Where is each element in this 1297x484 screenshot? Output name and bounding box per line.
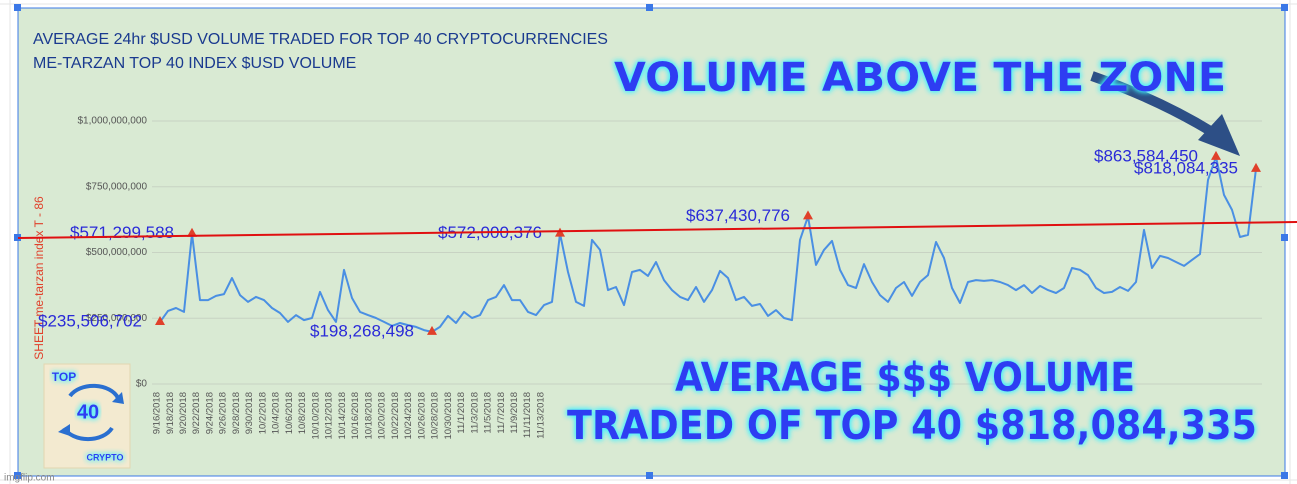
x-tick-label: 10/14/2018 xyxy=(337,392,348,440)
logo-text: TOP xyxy=(52,370,76,384)
annotation: VOLUME ABOVE THE ZONE xyxy=(614,55,1226,101)
y-tick-label: $500,000,000 xyxy=(86,247,148,258)
x-tick-label: 9/24/2018 xyxy=(204,392,215,434)
data-label: $235,506,702 xyxy=(38,312,142,331)
y-tick-label: $250,000,000 xyxy=(86,313,148,324)
x-tick-label: 11/13/2018 xyxy=(535,392,546,439)
x-tick-label: 9/20/2018 xyxy=(178,392,189,434)
logo: TOP 40 CRYPTO xyxy=(43,363,131,469)
x-tick-label: 11/1/2018 xyxy=(456,392,467,434)
y-tick-label: $0 xyxy=(136,379,148,390)
x-tick-label: 9/16/2018 xyxy=(152,392,163,434)
point-marker xyxy=(187,227,197,237)
x-tick-label: 11/7/2018 xyxy=(496,392,507,434)
x-tick-label: 11/3/2018 xyxy=(469,392,480,434)
x-tick-label: 10/28/2018 xyxy=(430,392,441,440)
point-marker xyxy=(1251,162,1261,172)
selection-handles xyxy=(14,4,1288,479)
x-tick-label: 11/5/2018 xyxy=(483,392,494,434)
logo-text: CRYPTO xyxy=(86,452,123,462)
x-tick-label: 10/10/2018 xyxy=(310,392,321,440)
data-label: $637,430,776 xyxy=(686,206,790,225)
x-tick-label: 9/26/2018 xyxy=(218,392,229,434)
logo-text: 40 xyxy=(77,401,99,423)
y-tick-label: $1,000,000,000 xyxy=(77,116,147,127)
x-tick-label: 9/28/2018 xyxy=(231,392,242,434)
point-marker xyxy=(803,210,813,220)
x-tick-label: 9/22/2018 xyxy=(191,392,202,434)
x-tick-label: 10/6/2018 xyxy=(284,392,295,434)
annotation: TRADED OF TOP 40 $818,084,335 xyxy=(567,403,1257,449)
x-tick-label: 10/4/2018 xyxy=(271,392,282,434)
trend-line xyxy=(17,221,1297,239)
chart-subtitle: ME-TARZAN TOP 40 INDEX $USD VOLUME xyxy=(33,55,356,72)
x-tick-label: 9/30/2018 xyxy=(244,392,255,434)
plot-background xyxy=(17,7,1286,477)
x-tick-label: 11/9/2018 xyxy=(509,392,520,434)
x-tick-label: 10/12/2018 xyxy=(324,392,335,440)
y-tick-label: $750,000,000 xyxy=(86,181,148,192)
arrow xyxy=(1090,71,1240,156)
x-tick-label: 10/30/2018 xyxy=(443,392,454,440)
point-marker xyxy=(427,325,437,335)
x-tick-label: 10/2/2018 xyxy=(257,392,268,434)
data-label: $571,299,588 xyxy=(70,223,174,242)
x-tick-label: 10/16/2018 xyxy=(350,392,361,440)
x-tick-label: 10/22/2018 xyxy=(390,392,401,440)
x-tick-label: 11/11/2018 xyxy=(522,392,533,438)
x-tick-label: 10/18/2018 xyxy=(363,392,374,440)
data-label: $818,084,335 xyxy=(1134,158,1238,177)
x-tick-label: 10/26/2018 xyxy=(416,392,427,440)
y-axis-title: SHEET me-tarzan index T - 86 xyxy=(32,196,46,360)
annotation: AVERAGE $$$ VOLUME xyxy=(675,355,1135,401)
chart-title: AVERAGE 24hr $USD VOLUME TRADED FOR TOP … xyxy=(33,31,608,48)
data-label: $863,584,450 xyxy=(1094,146,1198,165)
point-marker xyxy=(155,316,165,326)
x-tick-label: 10/24/2018 xyxy=(403,392,414,440)
x-tick-label: 10/8/2018 xyxy=(297,392,308,434)
point-marker xyxy=(1211,150,1221,160)
x-tick-label: 10/20/2018 xyxy=(377,392,388,440)
watermark: imgflip.com xyxy=(4,473,55,484)
x-tick-label: 9/18/2018 xyxy=(165,392,176,434)
data-line xyxy=(159,155,1257,333)
data-label: $198,268,498 xyxy=(310,321,414,340)
